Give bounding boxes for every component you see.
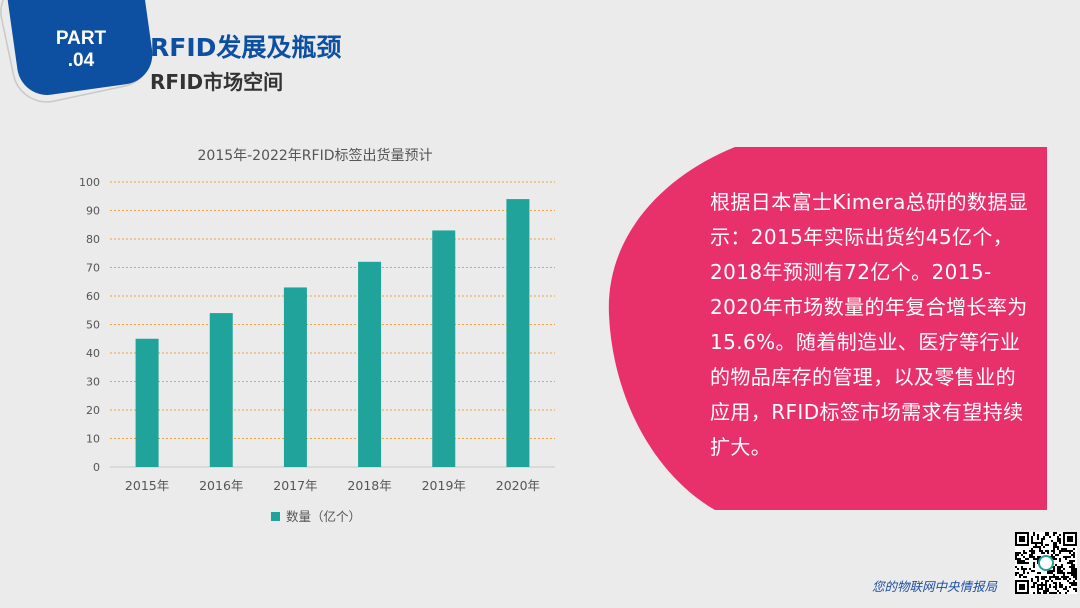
legend-swatch [271,512,280,521]
chart-legend: 数量（亿个） [271,509,361,524]
chart-title: 2015年-2022年RFID标签出货量预计 [198,147,433,164]
x-tick-label: 2020年 [496,478,540,493]
y-tick-label: 90 [86,205,100,218]
y-tick-label: 70 [86,262,100,275]
x-tick-label: 2017年 [273,478,317,493]
bar-chart: 2015年-2022年RFID标签出货量预计 0 10 20 30 40 50 60 70 80… [79,147,555,524]
bar-2017年 [283,287,307,467]
part-label-text: PART [55,28,107,49]
part-number: .04 [67,50,95,71]
y-tick-label: 0 [93,461,100,474]
page-title: RFID发展及瓶颈 [150,33,342,62]
bar-2016年 [209,313,233,467]
chart-bars [135,199,530,467]
y-tick-label: 10 [86,433,100,446]
panel-text: 根据日本富士Kimera总研的数据显示：2015年实际出货约45亿个，2018年… [710,190,1029,459]
y-tick-label: 60 [86,290,100,303]
x-tick-label: 2018年 [347,478,391,493]
y-axis-ticks: 0 10 20 30 40 50 60 70 80 90 100 [79,176,100,474]
panel-shape [608,147,1047,510]
qr-code-icon [1015,532,1077,594]
bar-2020年 [506,199,530,467]
x-axis-ticks: 2015年 2016年 2017年 2018年 2019年 2020年 [125,478,540,493]
y-tick-label: 40 [86,347,100,360]
chart-grid [110,181,555,468]
bar-2018年 [358,261,382,467]
y-tick-label: 30 [86,376,100,389]
y-tick-label: 50 [86,319,100,332]
text-panel [608,147,1047,510]
y-tick-label: 20 [86,404,100,417]
y-tick-label: 100 [79,176,100,189]
legend-label: 数量（亿个） [286,509,361,524]
x-tick-label: 2019年 [422,478,466,493]
part-label: PART .04 [44,28,118,72]
y-tick-label: 80 [86,233,100,246]
page-subtitle: RFID市场空间 [150,70,284,94]
footer-text: 您的物联网中央情报局 [872,579,998,594]
bar-2019年 [432,230,456,467]
x-tick-label: 2016年 [199,478,243,493]
x-tick-label: 2015年 [125,478,169,493]
bar-2015年 [135,338,159,467]
